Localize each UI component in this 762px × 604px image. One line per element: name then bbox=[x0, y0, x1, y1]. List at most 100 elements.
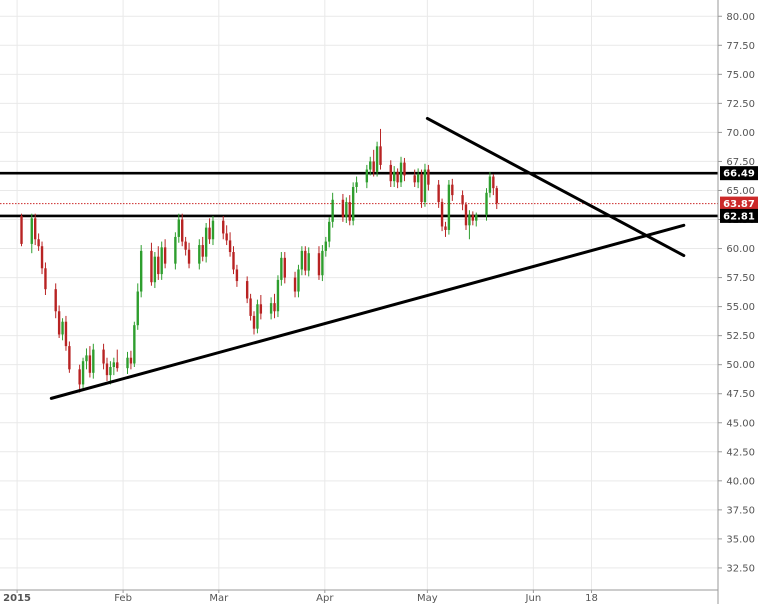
candle-body bbox=[105, 363, 109, 376]
candle-body bbox=[139, 250, 143, 292]
candle-body bbox=[283, 257, 286, 278]
candle-body bbox=[40, 246, 44, 269]
candle-body bbox=[280, 257, 283, 280]
trendline bbox=[49, 223, 686, 400]
y-tick-label: 67.50 bbox=[726, 157, 755, 168]
candle-body bbox=[321, 250, 324, 276]
candle-body bbox=[440, 202, 444, 227]
trendline bbox=[425, 116, 686, 258]
candle-body bbox=[102, 349, 105, 364]
candle-body bbox=[136, 291, 139, 326]
y-tick-label: 52.50 bbox=[726, 331, 755, 342]
candle-body bbox=[403, 162, 406, 176]
candle-body bbox=[88, 355, 92, 373]
candle-body bbox=[389, 164, 392, 182]
candle-body bbox=[177, 219, 180, 237]
candle-body bbox=[78, 369, 81, 385]
candle-body bbox=[307, 253, 310, 271]
x-tick-label: Mar bbox=[209, 593, 229, 604]
candle-body bbox=[351, 186, 355, 221]
candle-body bbox=[157, 256, 160, 275]
candle-body bbox=[392, 171, 396, 182]
candle-body bbox=[129, 357, 133, 364]
y-tick-label: 77.50 bbox=[726, 41, 755, 52]
candlestick-series bbox=[20, 128, 498, 393]
y-tick-label: 72.50 bbox=[726, 99, 755, 110]
candle-body bbox=[163, 247, 167, 264]
candle-body bbox=[64, 321, 68, 347]
y-tick-label: 40.00 bbox=[726, 476, 755, 487]
candle-body bbox=[228, 240, 232, 253]
candle-body bbox=[256, 304, 259, 329]
candle-body bbox=[461, 195, 464, 205]
candle-body bbox=[348, 202, 351, 221]
y-tick-label: 37.50 bbox=[726, 505, 755, 516]
candle-body bbox=[413, 175, 416, 183]
candle-body bbox=[109, 367, 112, 376]
y-tick-label: 65.00 bbox=[726, 186, 755, 197]
candle-body bbox=[276, 279, 280, 312]
y-tick-label: 80.00 bbox=[726, 12, 755, 23]
candle-body bbox=[112, 362, 116, 368]
candle-body bbox=[331, 199, 334, 222]
x-tick-label: Apr bbox=[316, 593, 334, 604]
candle-body bbox=[198, 245, 201, 264]
candle-body bbox=[269, 303, 273, 314]
candle-body bbox=[293, 277, 297, 292]
candle-body bbox=[300, 250, 304, 270]
price-label: 63.87 bbox=[723, 199, 755, 210]
candle-body bbox=[160, 247, 163, 275]
candle-body bbox=[150, 250, 153, 283]
y-tick-label: 47.50 bbox=[726, 389, 755, 400]
candle-body bbox=[492, 176, 495, 189]
candle-body bbox=[488, 176, 492, 193]
candle-body bbox=[133, 325, 136, 364]
candle-body bbox=[37, 239, 40, 247]
candle-body bbox=[187, 249, 191, 264]
candle-body bbox=[174, 236, 177, 264]
candle-body bbox=[116, 362, 119, 369]
candle-body bbox=[369, 161, 372, 170]
x-tick-label: Jun bbox=[525, 593, 542, 604]
y-tick-label: 70.00 bbox=[726, 128, 755, 139]
x-tick-label: 2015 bbox=[3, 593, 31, 604]
candle-body bbox=[345, 202, 348, 218]
candle-body bbox=[444, 226, 447, 230]
candle-body bbox=[365, 169, 369, 183]
candle-body bbox=[427, 169, 430, 185]
candle-body bbox=[81, 361, 85, 385]
x-axis: 2015 Feb Mar Apr May Jun 18 bbox=[0, 589, 718, 604]
y-tick-label: 45.00 bbox=[726, 418, 755, 429]
candle-body bbox=[259, 304, 263, 314]
candle-body bbox=[33, 218, 37, 240]
candle-body bbox=[85, 355, 88, 362]
y-tick-label: 55.00 bbox=[726, 302, 755, 313]
candle-body bbox=[20, 216, 23, 244]
candle-body bbox=[232, 252, 235, 270]
candle-body bbox=[44, 268, 47, 290]
y-tick-label: 42.50 bbox=[726, 447, 755, 458]
candle-body bbox=[399, 162, 403, 183]
price-label: 66.49 bbox=[723, 169, 755, 180]
price-label-box bbox=[720, 208, 758, 223]
candle-body bbox=[181, 219, 184, 242]
y-tick-label: 75.00 bbox=[726, 70, 755, 81]
candle-body bbox=[355, 182, 358, 187]
candle-body bbox=[204, 227, 208, 257]
candle-body bbox=[245, 281, 249, 299]
candle-body bbox=[61, 321, 64, 335]
y-tick-label: 32.50 bbox=[726, 563, 755, 574]
candle-body bbox=[249, 298, 252, 316]
candle-body bbox=[235, 269, 239, 282]
candle-body bbox=[447, 184, 451, 230]
x-tick-label: May bbox=[417, 593, 438, 604]
candle-body bbox=[317, 253, 321, 276]
candle-body bbox=[153, 256, 157, 283]
candle-body bbox=[68, 346, 71, 370]
candle-body bbox=[273, 303, 276, 312]
candle-body bbox=[416, 174, 420, 183]
candle-body bbox=[92, 349, 95, 373]
candle-body bbox=[485, 192, 488, 215]
candle-body bbox=[252, 315, 256, 329]
